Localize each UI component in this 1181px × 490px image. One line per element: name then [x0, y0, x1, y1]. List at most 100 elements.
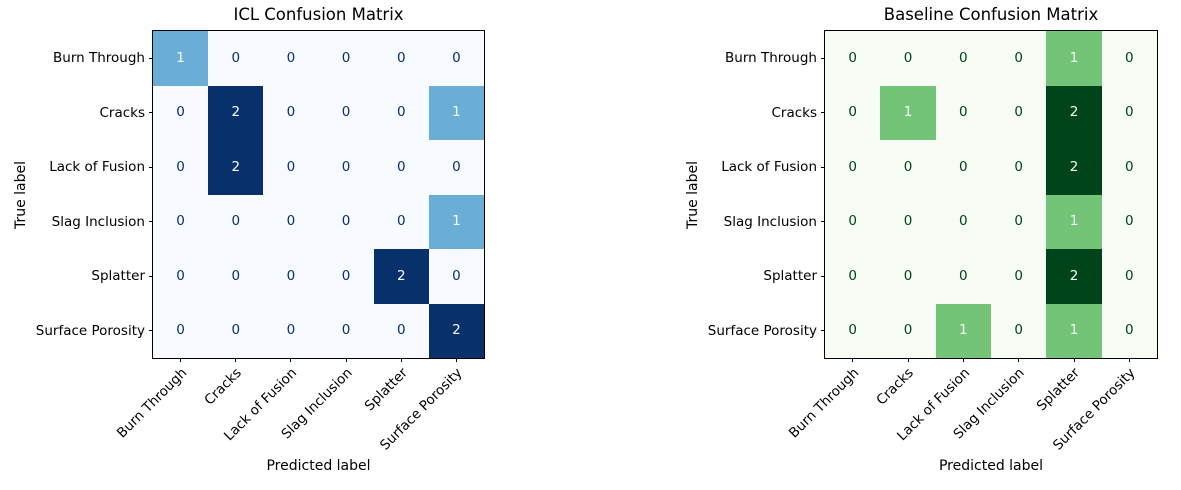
x-tick-mark [1018, 358, 1020, 362]
heatmap-cell: 2 [1046, 249, 1102, 304]
chart-title: Baseline Confusion Matrix [883, 5, 1099, 24]
heatmap-cell: 0 [428, 31, 484, 86]
heatmap-cell: 0 [153, 249, 209, 304]
heatmap-cell: 0 [825, 31, 881, 86]
heatmap-cell: 1 [428, 85, 484, 140]
y-tick-label: Burn Through [53, 50, 145, 67]
y-tick-mark [821, 330, 825, 332]
y-tick-mark [149, 330, 153, 332]
heatmap-cell: 0 [935, 194, 991, 249]
x-tick-label-text: Splatter [1034, 365, 1084, 415]
heatmap-cell: 0 [428, 249, 484, 304]
heatmap-cell: 1 [935, 303, 991, 358]
heatmap-cell: 0 [153, 140, 209, 195]
y-tick-label: Surface Porosity [707, 322, 817, 339]
heatmap-cell: 0 [1101, 140, 1157, 195]
heatmap-cell: 0 [1101, 31, 1157, 86]
heatmap-cell: 2 [208, 140, 264, 195]
heatmap-cell: 0 [880, 249, 936, 304]
heatmap-cell: 2 [428, 303, 484, 358]
y-tick-mark [149, 112, 153, 114]
heatmap-cell: 1 [1046, 303, 1102, 358]
heatmap-cell: 0 [373, 303, 429, 358]
heatmap-cell: 0 [1101, 303, 1157, 358]
x-tick-label-text: Burn Through [113, 365, 190, 442]
heatmap-cell: 0 [318, 31, 374, 86]
x-tick-mark [1073, 358, 1075, 362]
heatmap-cell: 0 [208, 249, 264, 304]
heatmap-cell: 0 [263, 140, 319, 195]
chart-title: ICL Confusion Matrix [233, 5, 404, 24]
heatmap-cell: 2 [373, 249, 429, 304]
x-tick-mark [455, 358, 457, 362]
heatmap-cell: 0 [825, 194, 881, 249]
heatmap-cell: 0 [935, 140, 991, 195]
heatmap-cell: 0 [318, 194, 374, 249]
heatmap-cell: 0 [373, 140, 429, 195]
heatmap-cell: 0 [825, 303, 881, 358]
heatmap-cell: 0 [825, 140, 881, 195]
heatmap-cell: 0 [208, 194, 264, 249]
heatmap-cell: 0 [825, 249, 881, 304]
x-axis-label: Predicted label [266, 458, 371, 474]
y-tick-mark [149, 275, 153, 277]
y-axis-label: True label [685, 160, 702, 229]
heatmap-cell: 0 [1101, 85, 1157, 140]
heatmap-cell: 0 [373, 85, 429, 140]
x-tick-mark [180, 358, 182, 362]
heatmap-cell: 0 [990, 194, 1047, 249]
heatmap-cell: 0 [880, 303, 936, 358]
heatmap-cell: 0 [990, 140, 1047, 195]
heatmap-cell: 0 [263, 85, 319, 140]
heatmap-cell: 0 [880, 31, 936, 86]
heatmap-cell: 0 [318, 303, 374, 358]
heatmap-cell: 0 [153, 194, 209, 249]
x-tick-mark [852, 358, 854, 362]
x-tick-mark [962, 358, 964, 362]
y-tick-label: Splatter [91, 268, 145, 285]
x-tick-mark [290, 358, 292, 362]
y-tick-mark [821, 112, 825, 114]
heatmap-cell: 1 [1046, 31, 1102, 86]
y-tick-label: Burn Through [725, 50, 817, 67]
y-tick-mark [821, 166, 825, 168]
y-tick-label: Surface Porosity [35, 322, 145, 339]
y-tick-mark [821, 57, 825, 59]
heatmap-cell: 1 [428, 194, 484, 249]
y-tick-label: Splatter [763, 268, 817, 285]
y-axis-label: True label [13, 160, 30, 229]
heatmap-cell: 0 [373, 31, 429, 86]
heatmap-cell: 0 [153, 85, 209, 140]
heatmap-cell: 0 [318, 85, 374, 140]
heatmap-cell: 0 [208, 31, 264, 86]
y-tick-mark [149, 166, 153, 168]
heatmap-cell: 2 [1046, 140, 1102, 195]
x-tick-mark [235, 358, 237, 362]
y-tick-label: Slag Inclusion [51, 213, 145, 230]
heatmap-cell: 1 [1046, 194, 1102, 249]
heatmap-cell: 0 [990, 85, 1047, 140]
y-tick-label: Lack of Fusion [49, 159, 145, 176]
heatmap-cell: 2 [1046, 85, 1102, 140]
heatmap-cell: 0 [935, 31, 991, 86]
heatmap-cell: 0 [935, 249, 991, 304]
heatmap-cell: 0 [263, 194, 319, 249]
heatmap-cell: 1 [153, 31, 209, 86]
heatmap-cell: 0 [318, 140, 374, 195]
heatmap-cell: 0 [880, 194, 936, 249]
x-axis-label: Predicted label [938, 458, 1044, 474]
heatmap-cell: 1 [880, 85, 936, 140]
y-tick-label: Cracks [99, 104, 145, 121]
y-tick-label: Lack of Fusion [721, 159, 817, 176]
heatmap-cell: 0 [263, 31, 319, 86]
y-tick-label: Cracks [771, 104, 817, 121]
heatmap-cell: 0 [990, 303, 1047, 358]
heatmap-cell: 0 [1101, 249, 1157, 304]
x-tick-label-text: Cracks [873, 365, 918, 409]
heatmap-cell: 0 [153, 303, 209, 358]
